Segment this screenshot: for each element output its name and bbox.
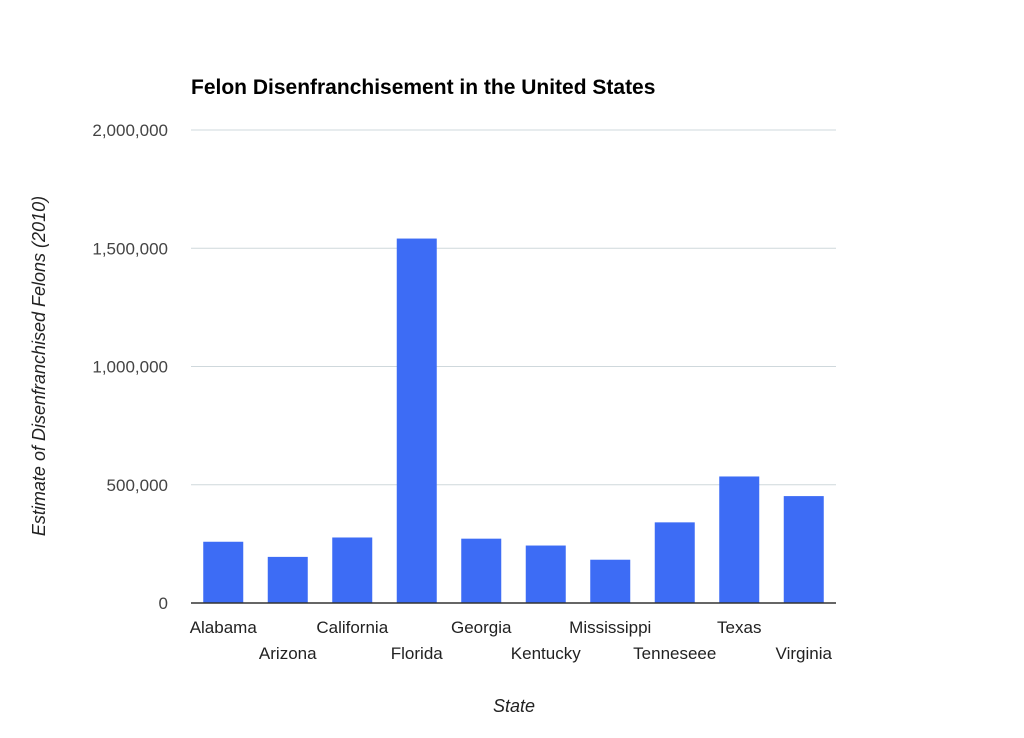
y-tick-label: 1,500,000 [92, 239, 168, 258]
x-tick-label: Kentucky [511, 644, 581, 663]
bar-texas [719, 476, 760, 603]
y-tick-label: 1,000,000 [92, 358, 168, 377]
x-tick-label: Alabama [190, 618, 258, 637]
x-tick-label: Tenneseee [633, 644, 716, 663]
y-tick-label: 2,000,000 [92, 121, 168, 140]
bar-georgia [461, 538, 502, 603]
bar-arizona [267, 556, 308, 603]
bar-tenneseee [654, 522, 695, 603]
x-tick-label: Mississippi [569, 618, 651, 637]
bar-florida [396, 238, 437, 603]
bar-virginia [783, 496, 824, 603]
y-tick-labels: 0 500,000 1,000,000 1,500,000 2,000,000 [92, 121, 168, 613]
x-tick-label: Florida [391, 644, 444, 663]
y-tick-label: 500,000 [107, 476, 168, 495]
bars [203, 238, 824, 603]
x-tick-label: Georgia [451, 618, 512, 637]
x-axis-title: State [493, 696, 535, 716]
bar-alabama [203, 541, 244, 603]
x-tick-label: Arizona [259, 644, 317, 663]
bar-california [332, 537, 373, 603]
chart-title: Felon Disenfranchisement in the United S… [191, 76, 655, 99]
y-axis-title: Estimate of Disenfranchised Felons (2010… [29, 196, 49, 536]
bar-kentucky [525, 545, 566, 603]
x-tick-label: Virginia [776, 644, 833, 663]
x-tick-label: California [316, 618, 388, 637]
bar-mississippi [590, 559, 631, 603]
y-tick-label: 0 [159, 594, 168, 613]
gridlines [191, 129, 836, 486]
x-tick-label: Texas [717, 618, 761, 637]
